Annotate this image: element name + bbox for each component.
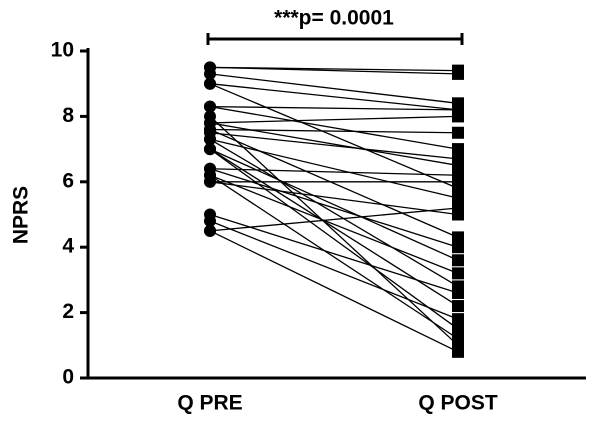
pair-line — [209, 148, 459, 261]
post-point — [452, 201, 464, 214]
pair-line — [209, 174, 459, 274]
post-point — [452, 286, 464, 299]
pair-line — [209, 148, 459, 330]
post-point — [452, 175, 464, 188]
pair-line — [209, 105, 459, 111]
pair-line — [209, 105, 459, 150]
post-point — [452, 313, 464, 326]
post-point — [452, 126, 464, 139]
y-tick-label: 8 — [62, 104, 74, 127]
y-tick-label: 6 — [62, 169, 74, 192]
post-point — [452, 339, 464, 352]
pair-line — [209, 115, 459, 124]
pair-line — [209, 230, 459, 353]
pre-point — [204, 143, 216, 156]
pre-point — [204, 126, 216, 139]
pre-point — [204, 100, 216, 113]
post-point — [452, 300, 464, 313]
x-tick-label: Q POST — [418, 392, 498, 415]
post-point — [452, 192, 464, 205]
annotation: ***p= 0.0001 — [274, 7, 394, 30]
post-point — [452, 152, 464, 165]
pre-point — [204, 77, 216, 90]
significance-bracket — [206, 33, 464, 45]
pair-line — [209, 122, 459, 167]
pair-line — [209, 207, 459, 232]
y-axis-label: NPRS — [10, 186, 33, 244]
y-tick-label: 0 — [62, 366, 74, 389]
pair-line — [209, 138, 459, 199]
post-point — [452, 143, 464, 156]
pair-line — [209, 73, 459, 104]
pair-line — [209, 83, 459, 111]
pre-point — [204, 215, 216, 228]
pair-line — [209, 83, 459, 189]
x-tick-label: Q PRE — [177, 392, 242, 415]
post-point — [452, 231, 464, 244]
pair-line — [209, 168, 459, 176]
pre-point — [204, 175, 216, 188]
post-point — [452, 322, 464, 335]
pre-point — [204, 110, 216, 123]
pair-line — [209, 213, 459, 294]
pre-point — [204, 67, 216, 80]
pair-line — [209, 115, 459, 346]
pair-line — [209, 220, 459, 320]
pair-line — [209, 174, 459, 340]
pair-line — [209, 66, 459, 75]
post-point — [452, 241, 464, 254]
pair-line — [209, 128, 459, 238]
post-point — [452, 110, 464, 123]
pair-line — [209, 138, 459, 287]
post-point — [452, 267, 464, 280]
post-point — [452, 67, 464, 80]
pair-line — [209, 132, 459, 160]
y-tick-label: 2 — [62, 300, 74, 323]
post-point — [452, 254, 464, 267]
pre-point — [204, 224, 216, 237]
y-tick-label: 10 — [51, 39, 74, 62]
pair-line — [209, 128, 459, 134]
y-tick-label: 4 — [62, 235, 74, 258]
pair-line — [209, 181, 459, 216]
